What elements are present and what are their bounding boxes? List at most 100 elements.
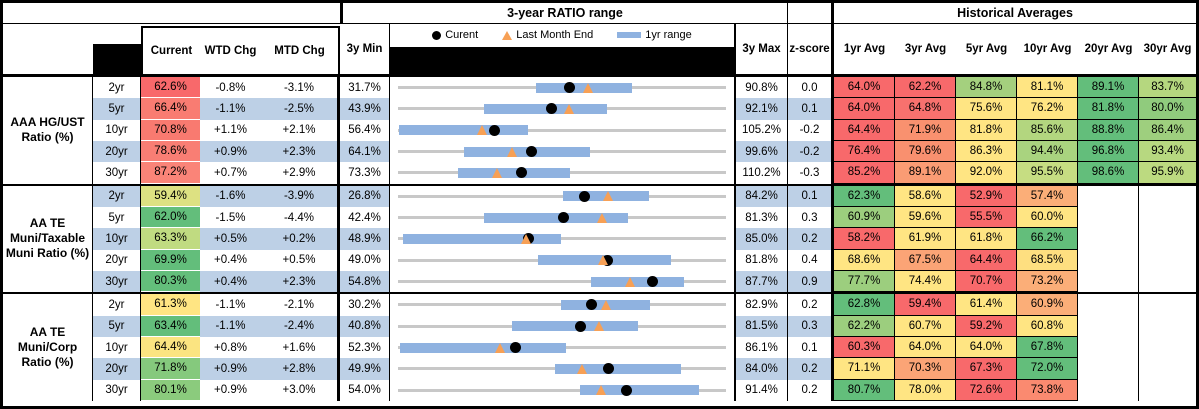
range-chart xyxy=(390,162,736,184)
table-row: 20yr 69.9% +0.4% +0.5% 49.0% 81.8% 0.4 68.6% 67.… xyxy=(93,249,1196,271)
mtd-chg-cell: +2.3% xyxy=(261,140,340,163)
avg-cell: 60.9% xyxy=(834,206,895,229)
range-track xyxy=(398,128,726,132)
avg-cell: 67.8% xyxy=(1017,336,1078,359)
current-cell: 78.6% xyxy=(141,140,200,163)
avg-cell: 59.6% xyxy=(895,206,956,229)
min-cell: 56.4% xyxy=(340,119,390,141)
wtd-chg-cell: +0.9% xyxy=(214,384,247,397)
tenor-cell: 30yr xyxy=(93,379,141,401)
avg-cell: 64.4% xyxy=(956,249,1017,271)
avg-cell: 75.6% xyxy=(956,98,1017,120)
last-month-end-triangle xyxy=(507,146,518,157)
avg-cell: 84.8% xyxy=(956,77,1017,99)
avg-cell: 76.2% xyxy=(1017,98,1078,120)
avg-cell: 60.8% xyxy=(1017,315,1078,337)
header-row-titles: 3-year RATIO range Historical Averages xyxy=(3,3,1196,24)
table-row: 20yr 78.6% +0.9% +2.3% 64.1% 99.6% -0.2 76.4% 79… xyxy=(93,140,1196,163)
chart-legend: Curent Last Month End 1yr range xyxy=(390,29,734,41)
header-row-columns: Current WTD Chg MTD Chg 3y Min Curent La… xyxy=(3,24,1196,77)
max-cell: 81.3% xyxy=(736,206,788,229)
max-cell: 82.9% xyxy=(736,294,788,316)
current-dot xyxy=(563,82,575,94)
max-cell: 92.1% xyxy=(736,98,788,120)
current-cell: 62.6% xyxy=(141,77,200,99)
wtd-chg-cell: +0.9% xyxy=(200,358,261,380)
avg-cell xyxy=(1078,336,1139,359)
z-score-cell: 0.3 xyxy=(788,315,834,337)
avg-cell: 86.3% xyxy=(956,140,1017,163)
legend-last-month-item: Last Month End xyxy=(502,29,593,41)
z-score-cell: 0.2 xyxy=(788,358,834,380)
max-cell: 90.8% xyxy=(736,77,788,99)
avg-cell xyxy=(1078,185,1139,207)
ratio-group: AA TE Muni/Corp Ratio (%) 2yr 61.3% -1.1% -2… xyxy=(3,292,1196,401)
current-change-header-box: Current WTD Chg MTD Chg xyxy=(141,26,340,74)
avg-cell: 80.7% xyxy=(834,379,895,401)
avg-cell: 61.9% xyxy=(895,228,956,250)
avg-cell xyxy=(1139,228,1196,249)
wtd-chg-cell: -1.5% xyxy=(215,211,246,224)
avg-cell: 79.6% xyxy=(895,140,956,163)
avg-cell: 95.5% xyxy=(1017,162,1078,184)
range-chart xyxy=(390,315,736,337)
mtd-chg-cell: +2.3% xyxy=(261,270,340,293)
current-cell: 70.8% xyxy=(141,119,200,141)
tenor-cell: 10yr xyxy=(93,336,141,359)
avg-cell xyxy=(1139,186,1196,207)
table-row: 10yr 63.3% +0.5% +0.2% 48.9% 85.0% 0.2 58.2% 61.… xyxy=(93,228,1196,250)
avg-cell xyxy=(1139,358,1196,379)
z-score-cell: 0.3 xyxy=(788,206,834,229)
mtd-chg-cell: +3.0% xyxy=(261,379,340,401)
group-label: AAA HG/UST Ratio (%) xyxy=(3,77,93,184)
averages-column-headers: 1yr Avg 3yr Avg 5yr Avg 10yr Avg 20yr Av… xyxy=(834,24,1196,74)
min-cell: 54.8% xyxy=(340,270,390,293)
min-cell: 52.3% xyxy=(340,336,390,359)
one-year-range-bar xyxy=(484,212,629,223)
current-cell: 63.3% xyxy=(141,228,200,250)
avg-cell: 73.8% xyxy=(1017,379,1078,401)
max-cell: 105.2% xyxy=(736,119,788,141)
last-month-end-triangle xyxy=(582,82,593,93)
current-cell: 80.3% xyxy=(141,270,200,293)
avg-cell: 71.9% xyxy=(895,119,956,141)
tenor-cell: 10yr xyxy=(93,119,141,141)
table-row: 5yr 66.4% -1.1% -2.5% 43.9% 92.1% 0.1 64.0% 64.8… xyxy=(93,98,1196,120)
legend-range-label: 1yr range xyxy=(645,29,692,41)
wtd-chg-column-header: WTD Chg xyxy=(204,45,257,57)
current-dot xyxy=(489,124,501,136)
ratio-group: AA TE Muni/Taxable Muni Ratio (%) 2yr 59.4… xyxy=(3,183,1196,293)
mtd-chg-cell: +2.8% xyxy=(261,358,340,380)
current-cell: 63.4% xyxy=(141,315,200,337)
avg-cell: 81.8% xyxy=(1078,98,1139,120)
avg-cell: 81.8% xyxy=(956,119,1017,141)
ratio-group: AAA HG/UST Ratio (%) 2yr 62.6% -0.8% -3.1% 31… xyxy=(3,77,1196,184)
avg-cell xyxy=(1078,358,1139,380)
avg-cell xyxy=(1139,271,1196,292)
range-bar-icon xyxy=(617,32,642,38)
min-cell: 42.4% xyxy=(340,206,390,229)
table-row: 20yr 71.8% +0.9% +2.8% 49.9% 84.0% 0.2 71.1% 70.… xyxy=(93,358,1196,380)
table-row: 10yr 70.8% +1.1% +2.1% 56.4% 105.2% -0.2 64.4% 7… xyxy=(93,119,1196,141)
avg-cell: 68.6% xyxy=(834,249,895,271)
range-chart xyxy=(390,379,736,401)
wtd-chg-cell: -1.1% xyxy=(200,315,261,337)
range-chart xyxy=(390,270,736,293)
mtd-chg-cell: -2.1% xyxy=(261,294,340,316)
range-track xyxy=(398,388,726,392)
avg-cell: 60.3% xyxy=(834,336,895,359)
last-month-end-triangle xyxy=(492,167,503,178)
current-column-header: Current xyxy=(150,45,193,57)
tenor-cell: 20yr xyxy=(93,249,141,271)
avg-cell: 95.9% xyxy=(1139,162,1196,184)
z-score-cell: 0.1 xyxy=(788,336,834,359)
avg-cell: 60.7% xyxy=(895,315,956,337)
last-month-end-triangle xyxy=(602,191,613,202)
avg-cell: 76.4% xyxy=(834,140,895,163)
avg-cell: 64.0% xyxy=(956,336,1017,359)
avg-cell xyxy=(1078,270,1139,293)
avg-cell: 62.2% xyxy=(895,77,956,99)
wtd-chg-cell: +1.1% xyxy=(214,124,247,137)
avg-cell: 89.1% xyxy=(1078,77,1139,99)
last-month-end-triangle xyxy=(520,233,531,244)
